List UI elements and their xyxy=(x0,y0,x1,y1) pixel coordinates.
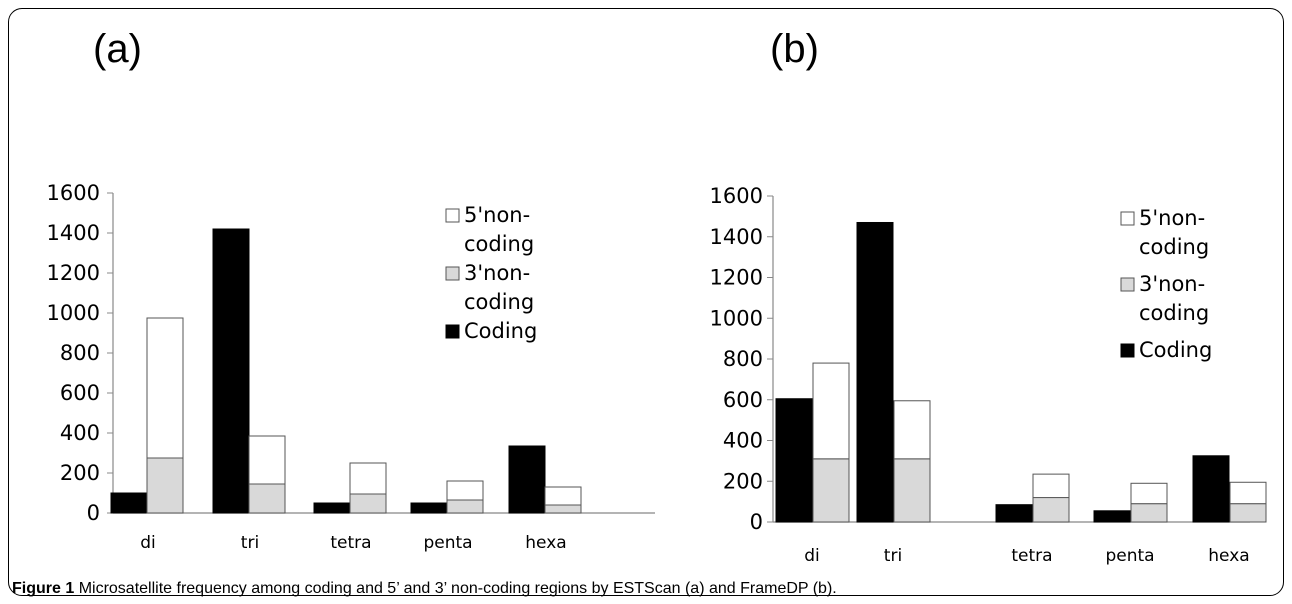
bar-coding-penta xyxy=(410,502,448,514)
y-tick-label: 1600 xyxy=(47,181,100,205)
bar-coding-tetra xyxy=(995,504,1033,523)
bar-coding-tetra xyxy=(313,502,351,514)
bar-5-noncoding-di xyxy=(812,362,850,460)
chart-panel-a: (a) 0 200 400 600 800 1000 1200 1400 1600 di tri tet… xyxy=(47,27,655,553)
bar-3-noncoding-tri xyxy=(893,458,931,523)
bar-coding-tri xyxy=(856,221,894,523)
bar-5-noncoding-penta xyxy=(1130,482,1168,505)
bar-3-noncoding-penta xyxy=(1130,503,1168,523)
legend: 5'non-coding 3'non-coding Coding xyxy=(1120,206,1212,362)
bar-coding-hexa xyxy=(508,445,546,514)
y-tick-label: 200 xyxy=(723,469,763,493)
bar-3-noncoding-di xyxy=(812,458,850,523)
bar-5-noncoding-tri xyxy=(893,400,931,460)
legend-label: Coding xyxy=(464,319,537,343)
legend-label: 5'non-coding xyxy=(1139,206,1209,259)
bar-5-noncoding-di xyxy=(146,317,184,459)
legend-label: Coding xyxy=(1139,338,1212,362)
y-tick-label: 1200 xyxy=(710,266,763,290)
x-category-label: penta xyxy=(423,533,472,553)
x-category-label: di xyxy=(804,546,820,566)
x-category-label: hexa xyxy=(1208,546,1249,566)
legend-label: 3'non-coding xyxy=(464,261,534,314)
y-tick-label: 1000 xyxy=(47,301,100,325)
figure-caption: Figure 1 Microsatellite frequency among … xyxy=(12,580,837,598)
legend-label: 3'non-coding xyxy=(1139,272,1209,325)
y-tick-label: 800 xyxy=(60,341,100,365)
legend-swatch xyxy=(1120,343,1135,358)
y-tick-label: 1600 xyxy=(710,184,763,208)
legend-swatch xyxy=(445,208,460,223)
legend-swatch xyxy=(445,266,460,281)
y-tick-label: 400 xyxy=(60,421,100,445)
caption-text: Microsatellite frequency among coding an… xyxy=(78,580,837,597)
panel-label: (a) xyxy=(93,27,142,71)
figure-frame xyxy=(8,8,1284,596)
chart-panel-b: (b) 0 200 400 600 800 1000 1200 1400 1600 di tri tet… xyxy=(710,27,1267,566)
panel-label: (b) xyxy=(770,27,819,71)
x-category-label: penta xyxy=(1105,546,1154,566)
legend-swatch xyxy=(445,324,460,339)
y-tick-label: 1400 xyxy=(710,225,763,249)
bar-coding-hexa xyxy=(1192,455,1230,523)
x-category-label: tetra xyxy=(1011,546,1052,566)
legend-swatch xyxy=(1120,277,1135,292)
x-category-label: tetra xyxy=(330,533,371,553)
y-tick-label: 800 xyxy=(723,347,763,371)
bar-5-noncoding-tri xyxy=(248,435,286,485)
y-tick-label: 600 xyxy=(723,388,763,412)
x-category-label: tri xyxy=(241,533,259,553)
y-tick-label: 400 xyxy=(723,429,763,453)
x-category-label: tri xyxy=(884,546,902,566)
caption-label: Figure 1 xyxy=(12,580,75,597)
bar-coding-penta xyxy=(1093,510,1131,523)
x-category-label: di xyxy=(140,533,156,553)
y-tick-label: 1000 xyxy=(710,306,763,330)
bar-3-noncoding-hexa xyxy=(544,504,582,514)
bar-5-noncoding-tetra xyxy=(349,462,387,495)
bar-3-noncoding-tetra xyxy=(1032,497,1070,523)
y-tick-label: 1200 xyxy=(47,261,100,285)
y-tick-label: 200 xyxy=(60,461,100,485)
y-tick-label: 600 xyxy=(60,381,100,405)
legend-label: 5'non-coding xyxy=(464,203,534,256)
bar-5-noncoding-penta xyxy=(446,480,484,501)
bar-5-noncoding-tetra xyxy=(1032,473,1070,499)
bar-3-noncoding-tetra xyxy=(349,493,387,514)
y-tick-label: 0 xyxy=(750,510,763,534)
y-tick-label: 1400 xyxy=(47,221,100,245)
x-category-label: hexa xyxy=(525,533,566,553)
y-tick-label: 0 xyxy=(87,501,100,525)
bar-5-noncoding-hexa xyxy=(1229,481,1267,505)
bar-3-noncoding-tri xyxy=(248,483,286,514)
bar-coding-di xyxy=(775,398,813,523)
bar-3-noncoding-di xyxy=(146,457,184,514)
bar-coding-tri xyxy=(212,228,250,514)
bar-3-noncoding-penta xyxy=(446,499,484,514)
bar-3-noncoding-hexa xyxy=(1229,503,1267,523)
legend-swatch xyxy=(1120,211,1135,226)
bar-coding-di xyxy=(110,492,148,514)
bar-5-noncoding-hexa xyxy=(544,486,582,506)
